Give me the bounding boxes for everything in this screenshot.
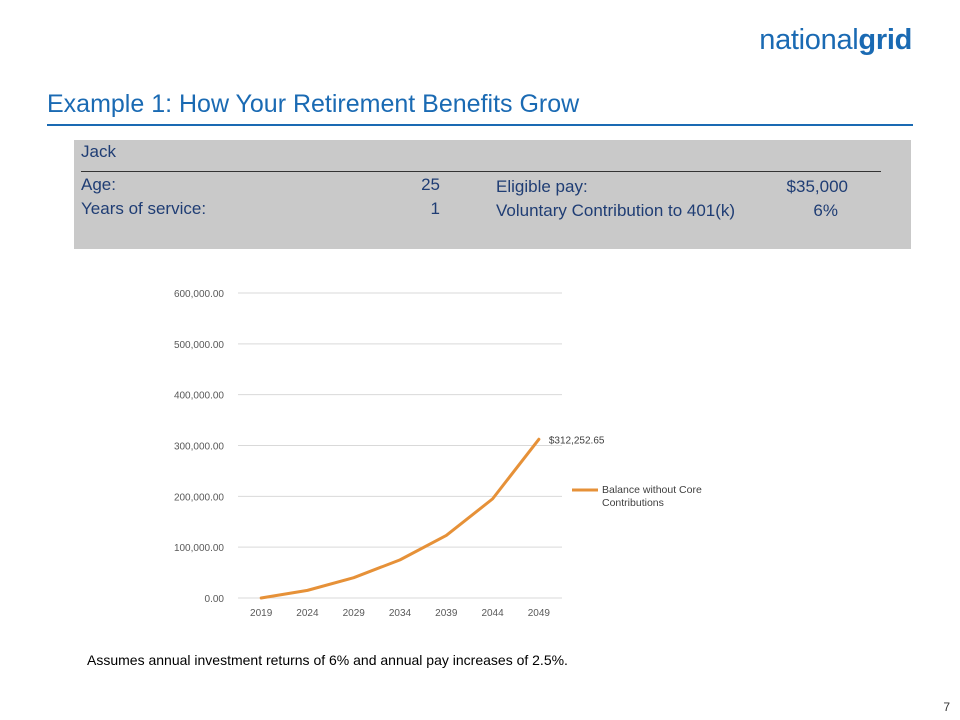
logo-text-grid: grid (858, 24, 912, 56)
data-label: $312,252.65 (549, 435, 605, 446)
profile-divider (81, 171, 881, 172)
pay-label: Eligible pay: (496, 177, 588, 196)
age-label: Age: (81, 175, 116, 194)
y-tick-label: 500,000.00 (174, 340, 224, 351)
pay-value: $35,000 (786, 177, 848, 196)
page-number: 7 (943, 700, 950, 714)
y-tick-label: 100,000.00 (174, 543, 224, 554)
y-tick-label: 400,000.00 (174, 391, 224, 402)
age-value: 25 (421, 175, 440, 194)
footnote: Assumes annual investment returns of 6% … (87, 652, 568, 668)
contrib-label: Voluntary Contribution to 401(k) (496, 201, 736, 220)
profile-panel: Jack Age: 25 Years of service: 1 Eligibl… (74, 140, 911, 249)
y-tick-label: 200,000.00 (174, 492, 224, 503)
x-tick-label: 2019 (250, 608, 273, 619)
logo-text-national: national (759, 24, 859, 56)
x-tick-label: 2024 (296, 608, 319, 619)
title-divider (47, 124, 913, 126)
legend-label: Balance without Core Contributions (602, 484, 702, 509)
service-value: 1 (430, 199, 440, 218)
y-tick-label: 600,000.00 (174, 289, 224, 300)
series-line (259, 437, 541, 600)
x-tick-label: 2029 (343, 608, 366, 619)
retirement-balance-chart: 0.00 100,000.00 200,000.00 300,000.00 400,00… (174, 289, 702, 619)
x-tick-label: 2039 (435, 608, 458, 619)
contrib-value: 6% (813, 201, 838, 220)
nationalgrid-logo: nationalgrid (759, 24, 912, 57)
slide-title: Example 1: How Your Retirement Benefits … (47, 90, 580, 118)
service-label: Years of service: (81, 199, 207, 218)
y-tick-label: 0.00 (205, 594, 225, 605)
y-tick-label: 300,000.00 (174, 442, 224, 453)
profile-name: Jack (81, 142, 116, 161)
x-tick-label: 2049 (528, 608, 551, 619)
x-tick-label: 2044 (481, 608, 504, 619)
x-tick-label: 2034 (389, 608, 412, 619)
